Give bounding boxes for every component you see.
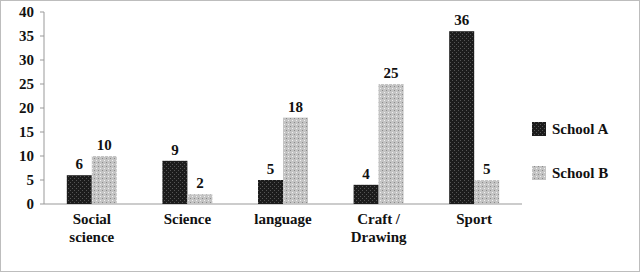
y-axis bbox=[44, 12, 45, 204]
x-tick-label: Science bbox=[164, 211, 212, 227]
y-tick bbox=[40, 84, 44, 85]
bar bbox=[474, 180, 499, 204]
bar bbox=[379, 84, 404, 204]
x-tick-label: Sport bbox=[456, 211, 492, 227]
legend-swatch bbox=[532, 122, 546, 136]
bar bbox=[67, 175, 92, 204]
y-tick-label: 0 bbox=[27, 196, 35, 212]
data-label: 4 bbox=[362, 166, 370, 182]
data-labels: 61092518425365 bbox=[76, 12, 491, 191]
data-label: 5 bbox=[267, 161, 275, 177]
data-label: 18 bbox=[288, 99, 303, 115]
y-tick-label: 5 bbox=[27, 172, 35, 188]
x-tick-label: language bbox=[254, 211, 312, 227]
y-tick bbox=[40, 60, 44, 61]
y-tick bbox=[40, 204, 44, 205]
y-tick bbox=[40, 108, 44, 109]
data-label: 6 bbox=[76, 156, 84, 172]
x-tick-label: Socialscience bbox=[69, 211, 114, 245]
legend-label: School B bbox=[552, 165, 608, 181]
data-label: 9 bbox=[171, 142, 179, 158]
legend-swatch bbox=[532, 166, 546, 180]
bars bbox=[67, 31, 499, 204]
y-tick bbox=[40, 12, 44, 13]
data-label: 2 bbox=[196, 175, 204, 191]
x-tick-label: Craft /Drawing bbox=[351, 211, 407, 245]
bar bbox=[354, 185, 379, 204]
y-tick bbox=[40, 132, 44, 133]
data-label: 5 bbox=[483, 161, 491, 177]
y-tick-label: 25 bbox=[19, 76, 34, 92]
bar bbox=[258, 180, 283, 204]
chart-frame bbox=[1, 1, 640, 272]
legend: School A School B bbox=[532, 121, 608, 181]
data-label: 10 bbox=[97, 137, 112, 153]
data-label: 36 bbox=[454, 12, 470, 28]
legend-label: School A bbox=[552, 121, 608, 137]
bar bbox=[162, 161, 187, 204]
chart-svg: 051015202530354061092518425365Socialscie… bbox=[0, 0, 640, 272]
bar bbox=[92, 156, 117, 204]
bar bbox=[283, 118, 308, 204]
bar bbox=[449, 31, 474, 204]
y-tick-label: 10 bbox=[19, 148, 34, 164]
y-tick bbox=[40, 36, 44, 37]
y-tick-label: 35 bbox=[19, 28, 34, 44]
bar bbox=[187, 194, 212, 204]
y-tick bbox=[40, 180, 44, 181]
y-tick bbox=[40, 156, 44, 157]
y-tick-label: 40 bbox=[19, 4, 34, 20]
y-tick-label: 30 bbox=[19, 52, 34, 68]
y-tick-label: 20 bbox=[19, 100, 34, 116]
chart-root: 051015202530354061092518425365Socialscie… bbox=[0, 0, 640, 272]
data-label: 25 bbox=[384, 65, 399, 81]
y-tick-label: 15 bbox=[19, 124, 34, 140]
